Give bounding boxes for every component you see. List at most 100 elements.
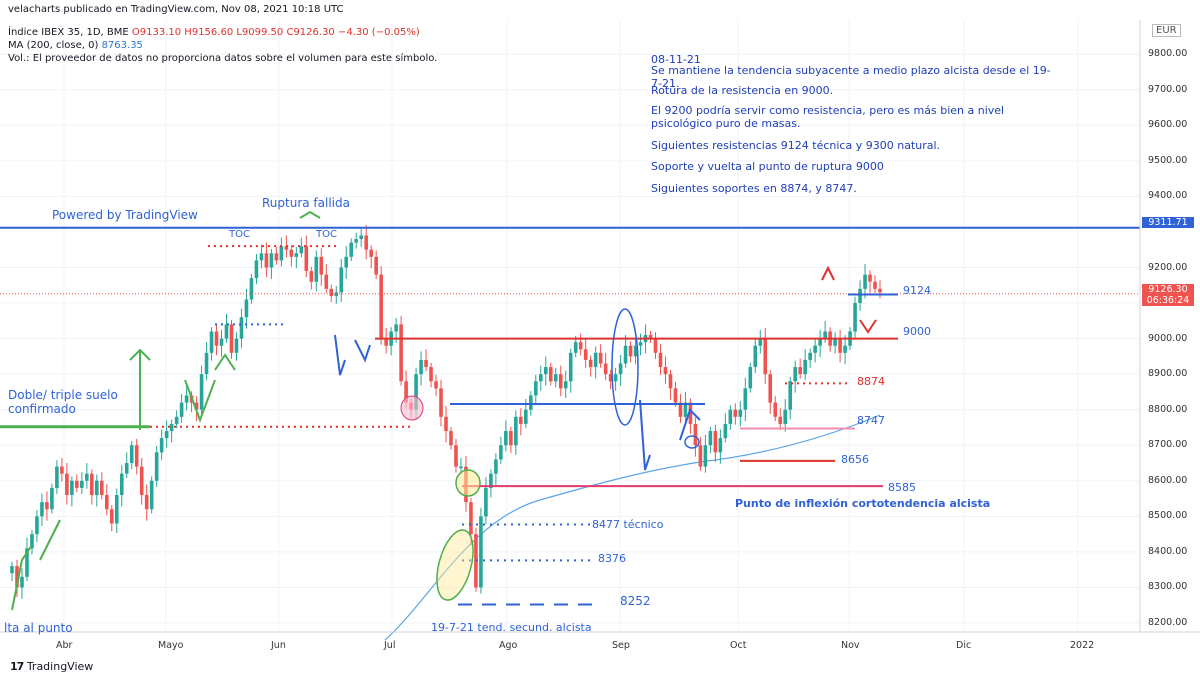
candle-body [174,416,179,424]
candle-body [414,374,418,410]
candle-body [75,480,79,488]
confirmado-label: confirmado [8,402,76,416]
doble-label: Doble/ triple suelo [8,388,118,402]
candle-body [808,352,812,360]
candle-body [344,256,349,268]
candle-body [279,246,284,261]
candle-body [608,374,613,382]
candle-body [813,345,817,353]
green-up-arrow-2 [214,353,236,371]
candle-body [583,349,588,360]
candle-body [369,249,373,257]
candle-body [733,409,738,417]
candle-body [184,395,189,403]
candle-body [533,381,538,396]
toc-label-1: TOC [229,229,250,240]
tradingview-logo[interactable]: 17 TradingView [10,660,93,673]
candle-body [374,256,378,275]
candle-body [70,480,74,496]
candle-body [439,388,443,417]
candle-body [349,242,354,257]
ma-value: 8763.35 [101,40,143,51]
blue-down-arrow-3 [639,399,651,471]
label-8585: 8585 [888,481,916,494]
candle-body [524,409,528,424]
candle-body [718,438,723,453]
y-tick-label: 9700.00 [1148,83,1188,95]
drawings [0,210,1140,611]
candle-body [294,253,299,257]
candle-body [673,388,678,403]
candle-body [80,480,84,488]
y-tick-label: 8800.00 [1148,403,1188,415]
candle-body [319,256,324,275]
candle-body [678,402,683,417]
candle-body [50,487,54,510]
x-tick-label: Abr [56,640,73,651]
candle-body [803,359,807,375]
candle-body [304,246,309,272]
blue-down-arrow-1 [334,334,346,376]
candle-body [169,423,174,432]
publisher-line: velacharts publicado en TradingView.com,… [8,4,344,15]
pink-ellipse [400,395,424,421]
toc-label-2: TOC [316,229,337,240]
blue-up-arrow [679,408,701,441]
candle-body [878,288,882,293]
tend-label: 19-7-21 tend. secund. alcista [431,621,592,634]
currency-label[interactable]: EUR [1152,24,1181,37]
y-tick-label: 9800.00 [1148,48,1188,60]
candle-body [90,473,94,496]
candle-body [65,473,69,496]
ma-label: MA (200, close, 0) [8,40,99,51]
candle-body [863,274,867,289]
candle-body [244,299,249,318]
label-8747: 8747 [857,414,885,427]
candle-body [474,534,478,588]
candle-body [134,445,139,467]
vuelta-label: lta al punto [4,621,73,635]
candle-body [324,274,329,289]
candle-body [529,395,533,410]
candle-body [663,367,668,375]
candle-body [429,367,433,382]
candle-body [394,324,398,332]
candle-body [234,338,239,353]
note-date: 08-11-21 [651,53,701,66]
candle-body [264,253,269,268]
candle-body [688,402,693,424]
candle-body [424,359,428,368]
candle-body [314,256,319,282]
note-9200: El 9200 podría servir como resistencia, … [651,104,1005,130]
inflexion-label: Punto de inflexión cortotendencia alcist… [735,497,991,510]
x-tick-label: Sep [612,640,630,651]
candle-body [563,381,568,389]
y-tick-label: 8400.00 [1148,545,1188,557]
breakout-ellipse [455,469,481,497]
y-tick-label: 9200.00 [1148,261,1188,273]
candle-body [618,363,623,375]
label-8252: 8252 [620,594,651,608]
candle-body [778,416,783,424]
candle-body [459,466,463,469]
candle-body [284,246,289,250]
blue-down-arrow-2 [354,339,371,363]
candle-body [20,576,24,588]
candle-body [60,466,64,474]
y-tick-label: 9500.00 [1148,154,1188,166]
candle-body [603,363,608,375]
x-tick-label: Jul [384,640,396,651]
candle-body [25,548,29,577]
candle-body [853,303,857,332]
y-tick-label: 8600.00 [1148,474,1188,486]
candle-body [164,431,169,439]
candle-body [10,566,14,574]
powered-label: Powered by TradingView [52,208,198,222]
candle-body [598,352,603,364]
candle-body [434,381,438,389]
candle-body [329,288,334,296]
candle-body [504,431,508,446]
y-tick-label: 9000.00 [1148,332,1188,344]
candle-body [124,463,129,474]
